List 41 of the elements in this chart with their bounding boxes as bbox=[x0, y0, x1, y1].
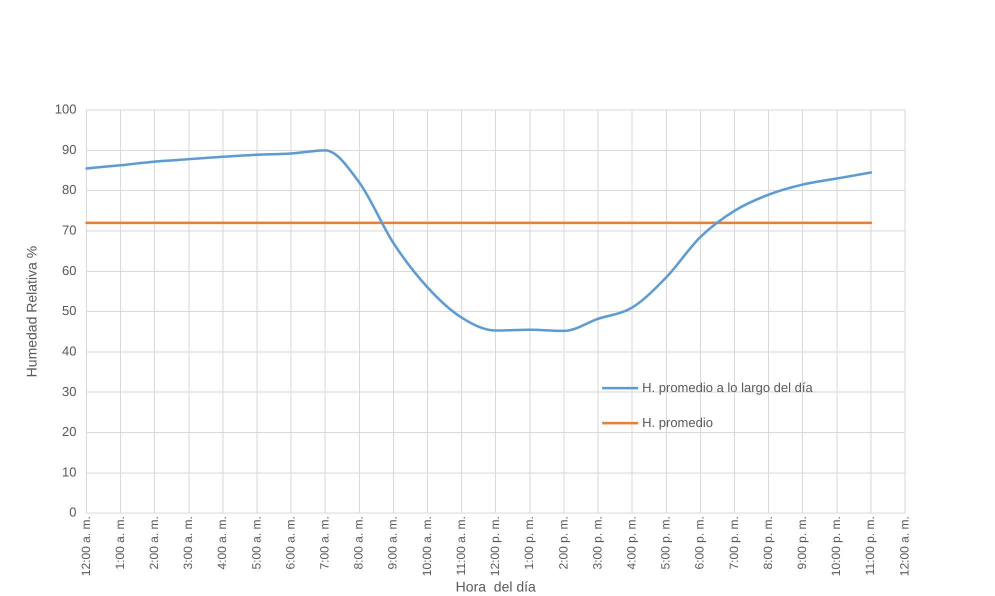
x-tick-label: 3:00 a. m. bbox=[181, 516, 196, 570]
x-tick-label: 5:00 a. m. bbox=[249, 516, 264, 570]
line-series bbox=[85, 149, 872, 332]
x-tick-label: 6:00 a. m. bbox=[283, 516, 298, 570]
x-axis-title: Hora del día bbox=[456, 578, 536, 594]
y-tick-label: 20 bbox=[62, 424, 76, 440]
x-tick-label: 8:00 a. m. bbox=[352, 516, 366, 570]
x-tick-label: 1:00 p. m. bbox=[522, 516, 536, 570]
x-tick-label: 9:00 p. m. bbox=[795, 516, 809, 570]
x-tick-label: 7:00 a. m. bbox=[318, 516, 332, 570]
y-tick-label: 70 bbox=[62, 222, 76, 238]
y-tick-label: 90 bbox=[62, 142, 76, 157]
y-tick-label: 100 bbox=[54, 102, 76, 117]
x-tick-label: 10:00 p. m. bbox=[829, 516, 844, 576]
x-tick-label: 2:00 p. m. bbox=[556, 516, 570, 570]
x-tick-label: 6:00 p. m. bbox=[692, 516, 707, 570]
y-tick-label: 30 bbox=[62, 384, 76, 399]
x-tick-label: 3:00 p. m. bbox=[590, 516, 604, 570]
y-tick-label: 10 bbox=[62, 464, 76, 480]
x-tick-label: 12:00 p. m. bbox=[488, 516, 502, 576]
x-tick-label: 12:00 a. m. bbox=[78, 516, 93, 576]
x-tick-label: 4:00 p. m. bbox=[624, 516, 638, 570]
legend-label: H. promedio bbox=[642, 414, 713, 430]
y-axis-title: Humedad Relativa % bbox=[23, 246, 40, 378]
x-tick-label: 7:00 p. m. bbox=[726, 516, 741, 570]
x-tick-label: 8:00 p. m. bbox=[760, 516, 775, 570]
y-tick-label: 50 bbox=[62, 303, 76, 318]
x-tick-label: 2:00 a. m. bbox=[147, 516, 162, 570]
x-tick-label: 12:00 a. m. bbox=[897, 516, 912, 576]
x-tick-label: 10:00 a. m. bbox=[420, 516, 434, 576]
y-tick-label: 60 bbox=[62, 262, 76, 278]
y-tick-label: 80 bbox=[62, 182, 76, 198]
x-tick-label: 9:00 a. m. bbox=[386, 516, 400, 570]
x-tick-label: 1:00 a. m. bbox=[112, 516, 127, 570]
y-tick-label: 40 bbox=[62, 343, 76, 358]
x-tick-label: 4:00 a. m. bbox=[215, 516, 230, 570]
x-tick-label: 11:00 p. m. bbox=[863, 516, 878, 576]
legend-label: H. promedio a lo largo del día bbox=[642, 380, 814, 395]
y-tick-label: 0 bbox=[69, 504, 76, 520]
x-tick-label: 11:00 a. m. bbox=[454, 516, 468, 576]
x-tick-label: 5:00 p. m. bbox=[658, 516, 673, 570]
